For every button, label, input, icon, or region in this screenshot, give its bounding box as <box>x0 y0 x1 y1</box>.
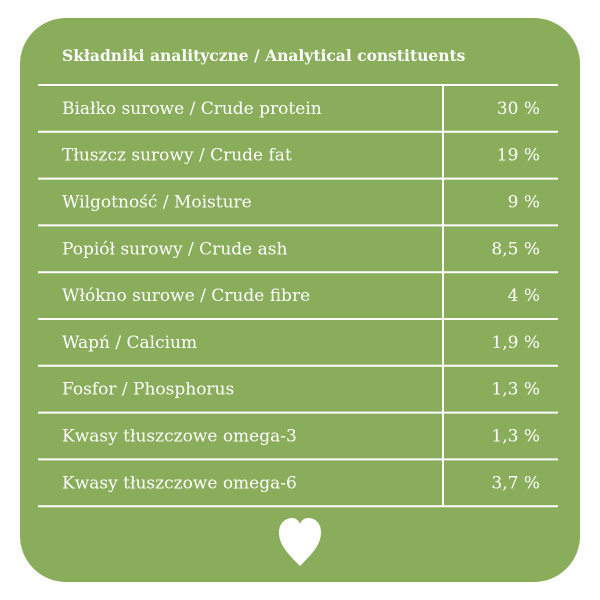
constituent-value: 3,7 % <box>491 473 540 493</box>
heart-icon <box>279 518 321 566</box>
constituent-value: 1,3 % <box>491 380 540 400</box>
constituent-value: 1,3 % <box>491 427 540 447</box>
constituent-value: 9 % <box>508 193 540 213</box>
constituent-value: 19 % <box>497 146 540 166</box>
constituent-value: 4 % <box>508 286 540 306</box>
table-title: Składniki analityczne / Analytical const… <box>62 46 466 65</box>
constituent-name: Włókno surowe / Crude fibre <box>62 286 310 306</box>
constituent-name: Wilgotność / Moisture <box>62 193 252 213</box>
constituent-name: Białko surowe / Crude protein <box>62 99 322 119</box>
constituent-value: 1,9 % <box>491 333 540 353</box>
constituent-name: Kwasy tłuszczowe omega-3 <box>62 427 297 447</box>
constituent-value: 30 % <box>497 99 540 119</box>
constituent-name: Fosfor / Phosphorus <box>62 380 234 400</box>
constituent-name: Tłuszcz surowy / Crude fat <box>62 146 292 166</box>
table: Białko surowe / Crude protein 30 % Tłuszcz… <box>38 84 558 508</box>
constituent-name: Wapń / Calcium <box>62 333 197 353</box>
constituent-value: 8,5 % <box>491 239 540 259</box>
card-background <box>20 18 580 582</box>
constituent-name: Popiół surowy / Crude ash <box>62 239 287 259</box>
constituent-name: Kwasy tłuszczowe omega-6 <box>62 473 297 493</box>
